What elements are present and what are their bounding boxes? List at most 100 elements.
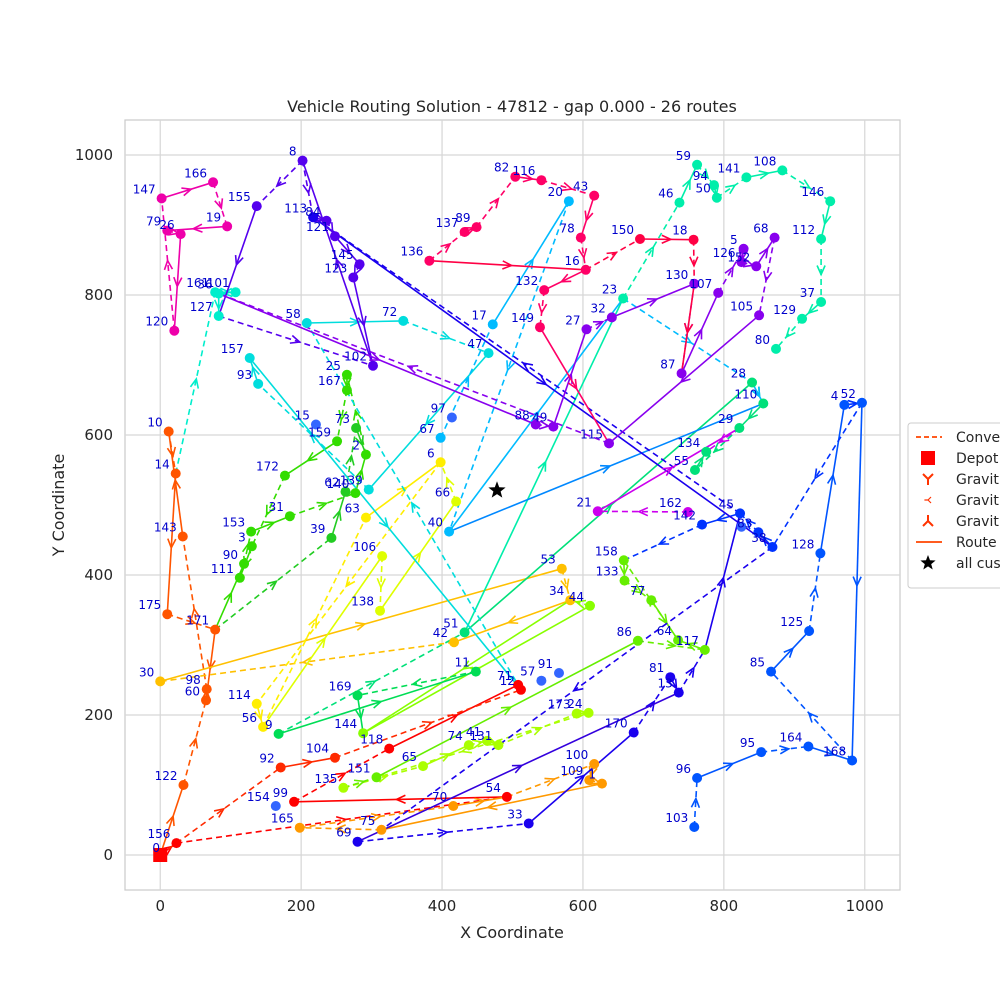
node-label: 88 <box>514 409 529 423</box>
node-label: 172 <box>256 460 279 474</box>
customer-point <box>585 600 595 611</box>
centroid-star <box>488 481 506 498</box>
node-label: 75 <box>360 814 375 828</box>
route-arrow <box>354 708 365 721</box>
route-arrow <box>685 666 695 678</box>
customer-point <box>736 521 747 532</box>
route-segment <box>637 640 705 651</box>
route-arrow <box>439 753 452 762</box>
route-segment <box>262 555 383 728</box>
node-label: 39 <box>310 522 325 536</box>
route-arrow <box>234 254 244 267</box>
node-label: 129 <box>773 303 796 317</box>
route-segment <box>678 164 698 203</box>
customer-point <box>701 446 712 457</box>
customer-point <box>363 484 374 495</box>
route-arrow <box>822 214 832 226</box>
route-arrow <box>213 299 224 311</box>
customer-point <box>523 818 534 829</box>
node-label: 91 <box>538 657 553 671</box>
route-segment <box>278 631 465 735</box>
route-arrow <box>619 565 629 577</box>
customer-point <box>735 508 746 519</box>
customer-point <box>536 675 547 686</box>
route-segment <box>422 744 470 767</box>
route-segment <box>312 216 741 515</box>
customer-point <box>777 165 788 176</box>
x-tick-label: 400 <box>428 897 457 915</box>
customer-point <box>699 644 710 655</box>
customer-point <box>736 257 747 268</box>
node-label: 30 <box>139 665 154 679</box>
route-segment <box>701 512 741 526</box>
customer-point <box>171 838 182 849</box>
route-arrow <box>335 815 348 826</box>
customer-point <box>368 360 378 371</box>
node-label: 53 <box>541 553 556 567</box>
node-label: 94 <box>693 169 708 183</box>
route-arrow <box>506 615 519 625</box>
legend-label: Depot <box>956 451 999 467</box>
route-segment <box>623 523 703 562</box>
node-label: 146 <box>801 185 824 199</box>
route-segment <box>334 235 361 265</box>
route-segment <box>611 283 695 319</box>
route-segment <box>492 200 570 325</box>
customer-point <box>340 486 351 497</box>
customer-point <box>246 526 257 537</box>
node-label: 73 <box>335 412 350 426</box>
customer-point <box>758 398 769 409</box>
route-arrow <box>439 330 452 340</box>
route-arrow <box>717 433 730 444</box>
customer-point <box>451 496 462 507</box>
node-label: 105 <box>730 299 753 313</box>
node-label: 18 <box>672 224 687 238</box>
customer-point <box>170 468 181 479</box>
customer-point <box>618 293 629 304</box>
route-arrow <box>690 796 701 809</box>
route-arrow <box>185 615 197 625</box>
customer-point <box>747 377 758 388</box>
route-arrow <box>316 636 327 649</box>
node-label: 111 <box>211 562 234 576</box>
route-segment <box>453 796 507 807</box>
node-label: 142 <box>673 509 696 523</box>
route-arrow <box>816 265 826 277</box>
route-arrow <box>332 509 342 521</box>
customer-point <box>804 626 815 636</box>
node-label: 131 <box>470 729 493 743</box>
customer-point <box>711 192 722 203</box>
route-arrow <box>302 758 314 769</box>
node-label: 38 <box>751 531 766 545</box>
node-label: 165 <box>271 812 294 826</box>
route-segment <box>608 314 760 445</box>
route-arrow <box>345 576 356 588</box>
route-arrow <box>661 234 673 245</box>
route-segment <box>294 796 507 803</box>
customer-point <box>222 221 233 232</box>
route-arrow <box>289 334 302 344</box>
customer-point <box>510 171 521 182</box>
route-arrow <box>561 182 574 192</box>
route-segment <box>343 776 377 789</box>
route-segment <box>362 599 571 734</box>
route-segment <box>306 322 522 691</box>
node-label: 28 <box>731 367 746 381</box>
node-label: 106 <box>353 540 376 554</box>
route-arrow <box>410 501 421 513</box>
customer-point <box>646 595 657 606</box>
route-arrow <box>474 797 486 807</box>
customer-point <box>536 175 547 186</box>
customer-point <box>360 512 371 523</box>
route-arrow <box>191 223 203 233</box>
customer-point <box>360 449 371 460</box>
route-segment <box>166 473 177 615</box>
node-label: 107 <box>689 277 712 291</box>
node-label: 3 <box>238 530 246 544</box>
node-label: 42 <box>433 626 448 640</box>
customer-point <box>351 423 362 433</box>
node-label: 58 <box>285 307 300 321</box>
route-arrow <box>421 720 434 730</box>
route-segment <box>539 290 545 328</box>
